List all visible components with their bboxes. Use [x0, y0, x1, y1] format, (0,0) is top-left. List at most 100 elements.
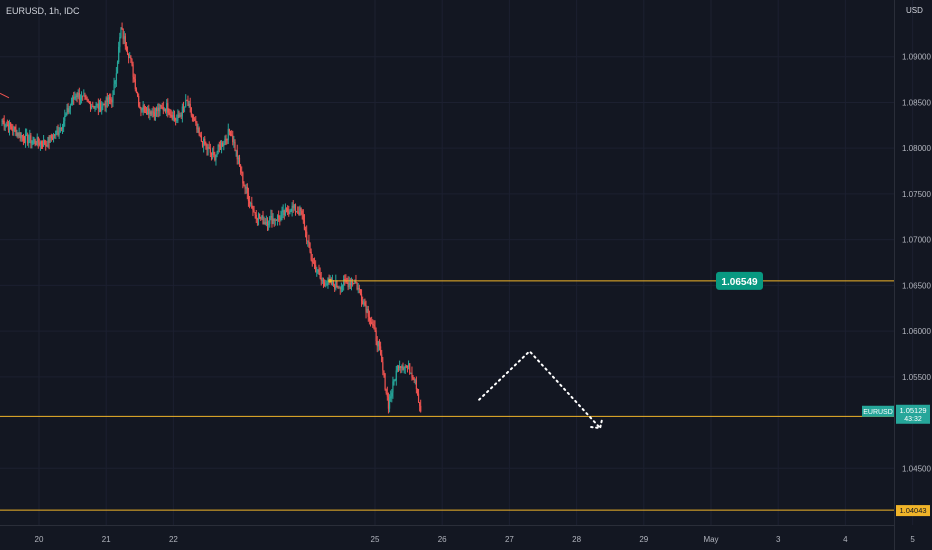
candle-body	[63, 121, 65, 128]
candle-body	[411, 372, 413, 378]
candle-body	[246, 186, 248, 194]
candle-body	[284, 208, 286, 215]
candle-body	[301, 210, 303, 215]
candle-body	[48, 137, 50, 143]
candle-body	[299, 207, 301, 215]
symbol-legend[interactable]: EURUSD, 1h, IDC	[6, 6, 80, 16]
candle-body	[205, 144, 207, 146]
candle-body	[248, 201, 251, 204]
candle-body	[233, 142, 235, 143]
candle-body	[357, 287, 359, 289]
candle-body	[114, 80, 116, 85]
candle-body	[419, 402, 421, 406]
candle-body	[403, 368, 405, 370]
candle-body	[152, 111, 154, 113]
candle-body	[18, 132, 20, 136]
candle-body	[260, 217, 262, 219]
candle-body	[307, 240, 309, 242]
candle-body	[4, 125, 6, 127]
candle-body	[387, 396, 390, 409]
candle-body	[390, 396, 392, 399]
candle-body	[275, 219, 278, 221]
candle-body	[410, 372, 412, 374]
swing-high-anchor	[328, 279, 332, 283]
candle-body	[215, 154, 217, 160]
candle-body	[125, 46, 128, 52]
candle-body	[69, 105, 71, 109]
candle-body	[378, 341, 381, 347]
candle-body	[252, 208, 254, 211]
candle-body	[372, 324, 374, 326]
candle-body	[406, 366, 409, 368]
candle-body	[160, 104, 162, 107]
candle-body	[346, 282, 348, 283]
candle-body	[129, 56, 131, 59]
candle-body	[203, 138, 205, 147]
candle-body	[23, 140, 26, 143]
candle-body	[366, 308, 368, 313]
candle-body	[313, 262, 316, 265]
x-tick-label: 21	[102, 535, 111, 544]
candle-body	[356, 282, 358, 289]
candle-body	[382, 362, 384, 371]
candle-body	[171, 115, 173, 120]
candle-body	[184, 106, 186, 108]
candle-body	[188, 103, 190, 106]
currency-label[interactable]: USD	[906, 6, 923, 15]
candle-body	[400, 366, 402, 368]
candle-body	[322, 279, 325, 283]
candle-body	[368, 316, 370, 321]
candle-body	[134, 79, 136, 90]
candle-body	[197, 127, 199, 130]
candle-body	[161, 106, 163, 108]
candle-body	[142, 105, 144, 110]
candle-body	[47, 137, 49, 147]
candle-body	[317, 269, 319, 272]
candle-body	[93, 106, 95, 108]
candle-body	[348, 282, 350, 288]
candle-body	[353, 283, 355, 285]
candle-body	[82, 95, 84, 97]
candle-body	[181, 106, 183, 117]
candle-body	[300, 207, 302, 211]
candle-body	[96, 103, 98, 105]
candle-body	[2, 120, 4, 122]
candle-body	[336, 280, 338, 287]
candle-body	[417, 393, 420, 403]
candle-body	[401, 366, 403, 368]
candle-body	[413, 378, 415, 381]
candle-body	[364, 302, 366, 306]
candle-body	[280, 215, 282, 220]
candle-body	[173, 115, 176, 119]
candle-body	[395, 370, 397, 381]
candle-body	[251, 203, 253, 209]
candle-body	[396, 365, 398, 371]
candle-body	[80, 95, 83, 100]
candle-body	[153, 112, 155, 117]
candle-body	[30, 135, 32, 144]
candle-body	[360, 294, 363, 301]
candle-body	[176, 120, 178, 122]
candle-body	[208, 147, 210, 149]
candle-body	[278, 215, 280, 218]
candle-body	[68, 108, 70, 113]
candle-body	[337, 286, 339, 288]
candle-body	[86, 98, 88, 101]
candle-body	[371, 321, 373, 325]
candle-body	[44, 140, 46, 145]
candle-body	[78, 92, 80, 101]
candle-body	[399, 366, 401, 369]
candle-body	[228, 128, 230, 132]
candle-body	[141, 109, 143, 111]
candle-body	[255, 214, 257, 219]
candle-body	[220, 142, 223, 150]
candle-body	[402, 366, 404, 370]
candle-body	[3, 120, 5, 127]
candle-body	[415, 380, 417, 390]
candle-body	[269, 217, 271, 224]
candle-body	[120, 27, 122, 38]
candle-body	[213, 151, 215, 156]
candle-body	[254, 212, 256, 215]
candle-body	[253, 210, 255, 213]
